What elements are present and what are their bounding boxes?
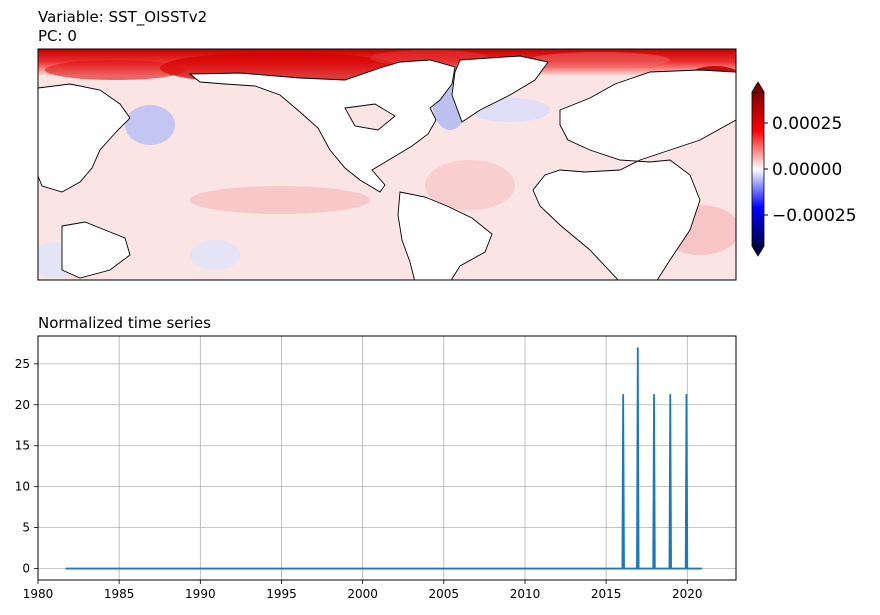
plot-frame	[37, 335, 737, 581]
y-tick-label: 15	[15, 439, 30, 453]
x-tick-label: 2015	[591, 587, 622, 601]
colorbar-label-zero: 0.00000	[772, 160, 842, 180]
x-tick-label: 2005	[429, 587, 460, 601]
map-frame	[37, 48, 737, 281]
timeseries-panel: 1980 1985 1990 1995 2000 2005 2010 2015 20200510…	[15, 335, 737, 601]
hudson-bay	[344, 103, 396, 131]
sst-map	[38, 49, 736, 280]
x-tick-label: 1985	[104, 587, 135, 601]
colorbar: 0.00025 0.00000 −0.00025	[751, 81, 857, 257]
north-america	[188, 59, 456, 193]
x-tick-label: 2010	[510, 587, 541, 601]
x-tick-label: 1990	[185, 587, 216, 601]
colorbar-label-low: −0.00025	[772, 206, 857, 226]
colorbar-label-high: 0.00025	[772, 114, 842, 134]
x-tick-label: 1995	[266, 587, 297, 601]
australia	[61, 221, 131, 279]
south-america	[397, 191, 493, 280]
timeseries-title: Normalized time series	[38, 314, 211, 332]
y-tick-label: 20	[15, 398, 30, 412]
axis-ticks: 1980 1985 1990 1995 2000 2005 2010 2015 20200510…	[15, 357, 703, 601]
y-tick-label: 0	[22, 562, 30, 576]
pc-title: PC: 0	[38, 27, 77, 45]
x-tick-label: 2000	[347, 587, 378, 601]
x-tick-label: 2020	[672, 587, 703, 601]
y-tick-label: 25	[15, 357, 30, 371]
x-tick-label: 1980	[23, 587, 54, 601]
eurasia-east	[38, 83, 131, 193]
colorbar-extend-max	[751, 81, 765, 93]
colorbar-gradient	[751, 91, 765, 247]
y-tick-label: 10	[15, 480, 30, 494]
europe-africa	[532, 69, 736, 280]
variable-title: Variable: SST_OISSTv2	[38, 8, 208, 26]
y-tick-label: 5	[22, 521, 30, 535]
series-layer	[65, 347, 702, 570]
greenland	[451, 55, 549, 123]
land-masses	[38, 55, 736, 280]
grid	[37, 336, 736, 580]
colorbar-extend-min	[751, 245, 765, 257]
